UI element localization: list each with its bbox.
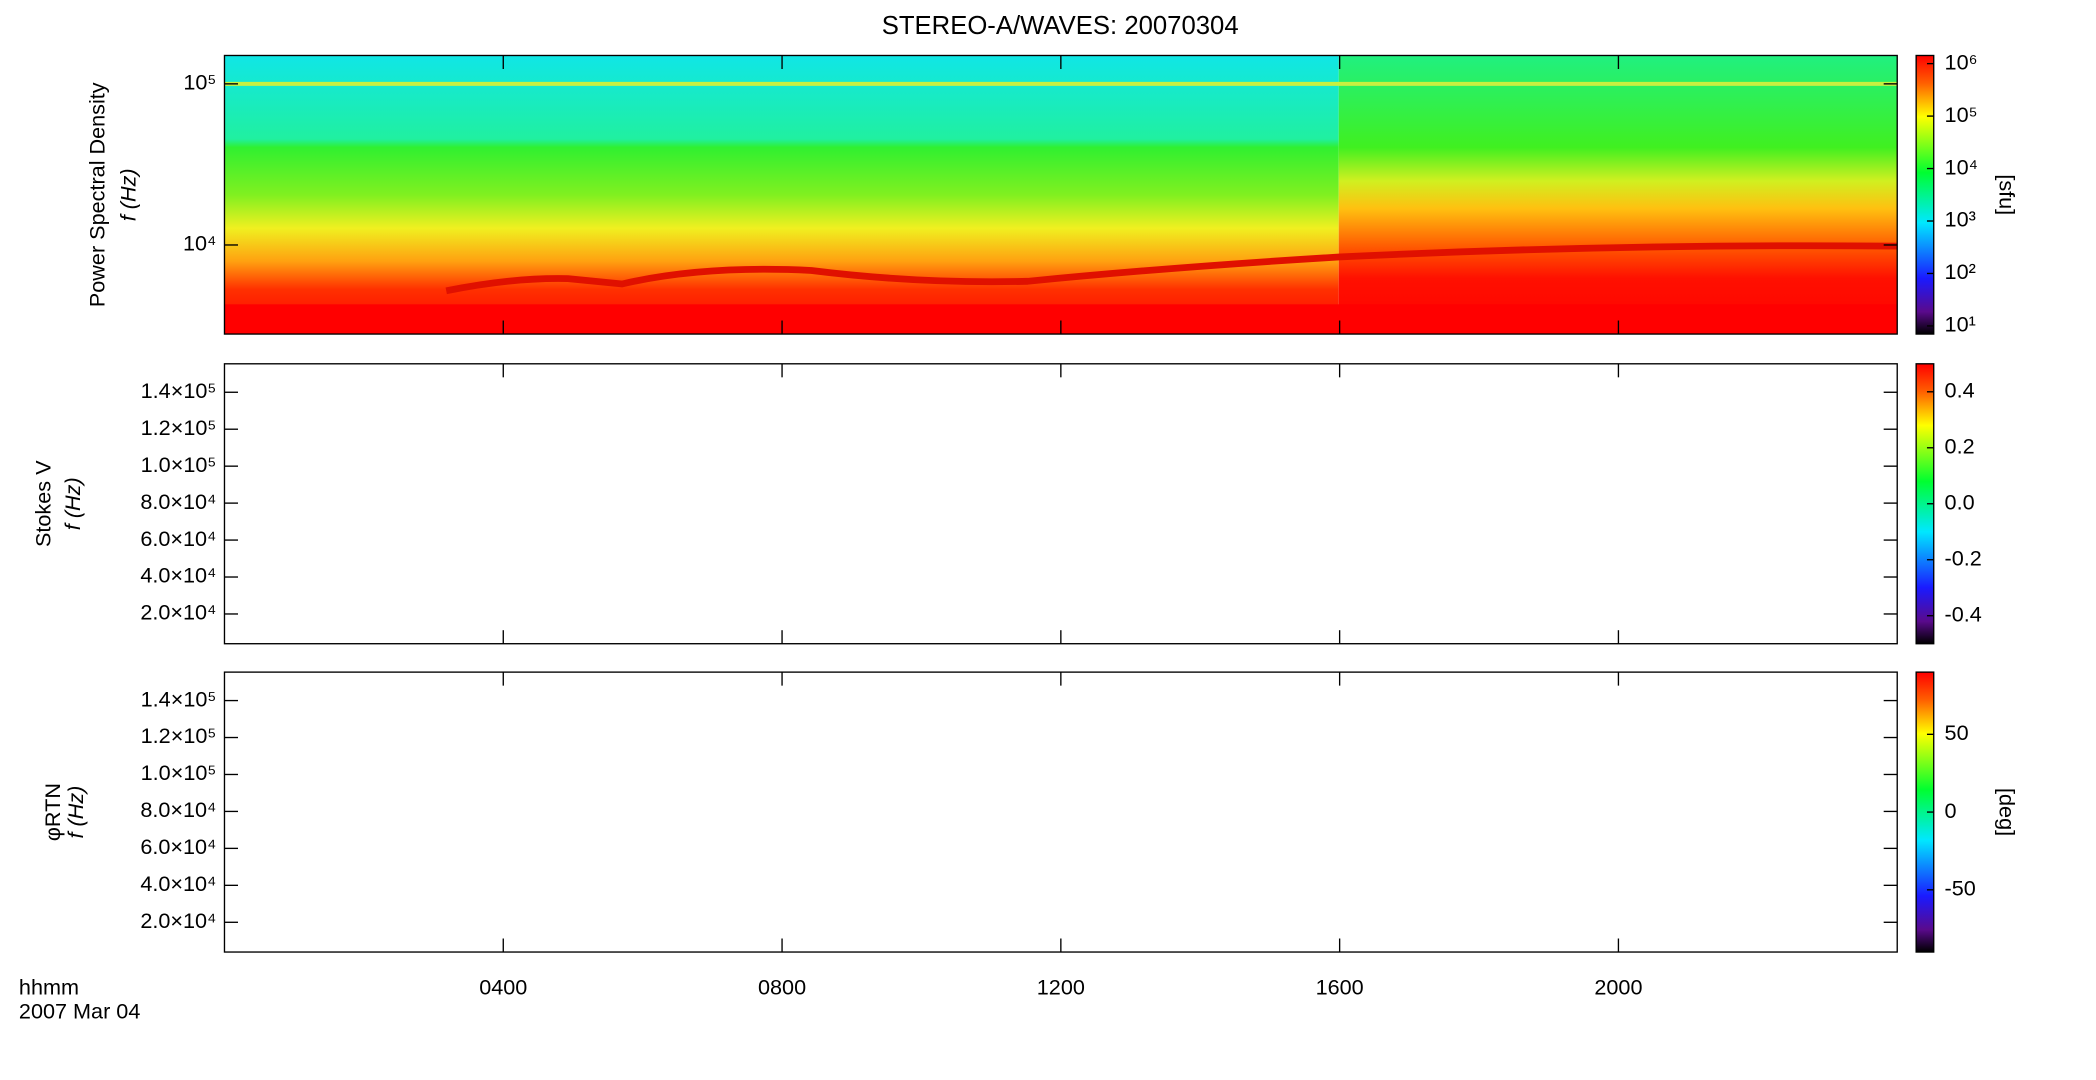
plot-frame — [223, 54, 1898, 335]
y-tick-label: 1.0×10⁵ — [141, 452, 217, 477]
plot-frame — [223, 671, 1898, 953]
date-label: 2007 Mar 04 — [19, 999, 140, 1024]
colorbar-tick-label: 10³ — [1945, 207, 1976, 232]
colorbar-label: [deg] — [1995, 788, 2020, 836]
y-tick-label: 4.0×10⁴ — [140, 871, 216, 896]
colorbar-tick-label: 10⁴ — [1945, 154, 1978, 179]
y-tick-label: 4.0×10⁴ — [140, 563, 216, 588]
colorbar-tick-label: 10² — [1945, 259, 1976, 284]
x-tick-label: 0400 — [479, 974, 527, 999]
colorbar-tick-label: -0.4 — [1945, 601, 1982, 626]
colorbar-tick-label: 0 — [1945, 798, 1957, 823]
colorbar — [1916, 363, 1934, 644]
colorbar — [1916, 55, 1934, 335]
spectrogram-fill — [224, 55, 1339, 335]
colorbar-tick-label: 10⁵ — [1945, 102, 1978, 127]
y-tick-label: 8.0×10⁴ — [140, 797, 216, 822]
spectrogram-band — [445, 242, 1898, 295]
y-tick-label: 10⁴ — [183, 231, 216, 256]
x-tick-label: 1200 — [1037, 974, 1085, 999]
y-tick-label: 1.4×10⁵ — [141, 378, 217, 403]
y-tick-label: 6.0×10⁴ — [140, 834, 216, 859]
y-axis-label: f (Hz) — [60, 477, 85, 530]
y-tick-label: 2.0×10⁴ — [140, 600, 216, 625]
colorbar-tick-label: 0.0 — [1945, 489, 1975, 514]
y-axis-label: Stokes V — [30, 460, 55, 547]
colorbar-tick-label: 0.4 — [1945, 378, 1975, 403]
colorbar-tick-label: 10¹ — [1945, 312, 1976, 337]
y-axis-label: φRTN — [40, 783, 65, 841]
chart-title: STEREO-A/WAVES: 20070304 — [882, 12, 1239, 40]
x-tick-label: 2000 — [1594, 974, 1642, 999]
y-axis-label: f (Hz) — [63, 786, 88, 839]
y-tick-label: 1.2×10⁵ — [141, 723, 217, 748]
x-tick-label: 1600 — [1316, 974, 1364, 999]
y-tick-label: 6.0×10⁴ — [140, 526, 216, 551]
spectrogram — [224, 55, 1898, 335]
colorbar-tick-label: 0.2 — [1945, 433, 1975, 458]
colorbar-label: [sfu] — [1995, 174, 2020, 215]
y-tick-label: 2.0×10⁴ — [140, 908, 216, 933]
x-axis-label: hhmm — [19, 974, 79, 999]
colorbar-tick-label: 10⁶ — [1945, 49, 1978, 74]
colorbar-tick-label: -0.2 — [1945, 545, 1982, 570]
spectrogram-fill — [1338, 55, 1898, 335]
colorbar-frame — [1915, 54, 1935, 335]
y-tick-label: 1.2×10⁵ — [141, 415, 217, 440]
y-tick-label: 1.4×10⁵ — [141, 686, 217, 711]
y-tick-label: 8.0×10⁴ — [140, 489, 216, 514]
y-axis-label: f (Hz) — [116, 168, 141, 221]
colorbar-tick-label: 50 — [1945, 720, 1969, 745]
y-axis-label: Power Spectral Density — [84, 82, 109, 307]
y-tick-label: 10⁵ — [183, 70, 216, 95]
y-tick-label: 1.0×10⁵ — [141, 760, 217, 785]
plot-frame — [223, 363, 1898, 645]
x-tick-label: 0800 — [758, 974, 806, 999]
colorbar-tick-label: -50 — [1945, 876, 1976, 901]
colorbar — [1916, 672, 1934, 953]
